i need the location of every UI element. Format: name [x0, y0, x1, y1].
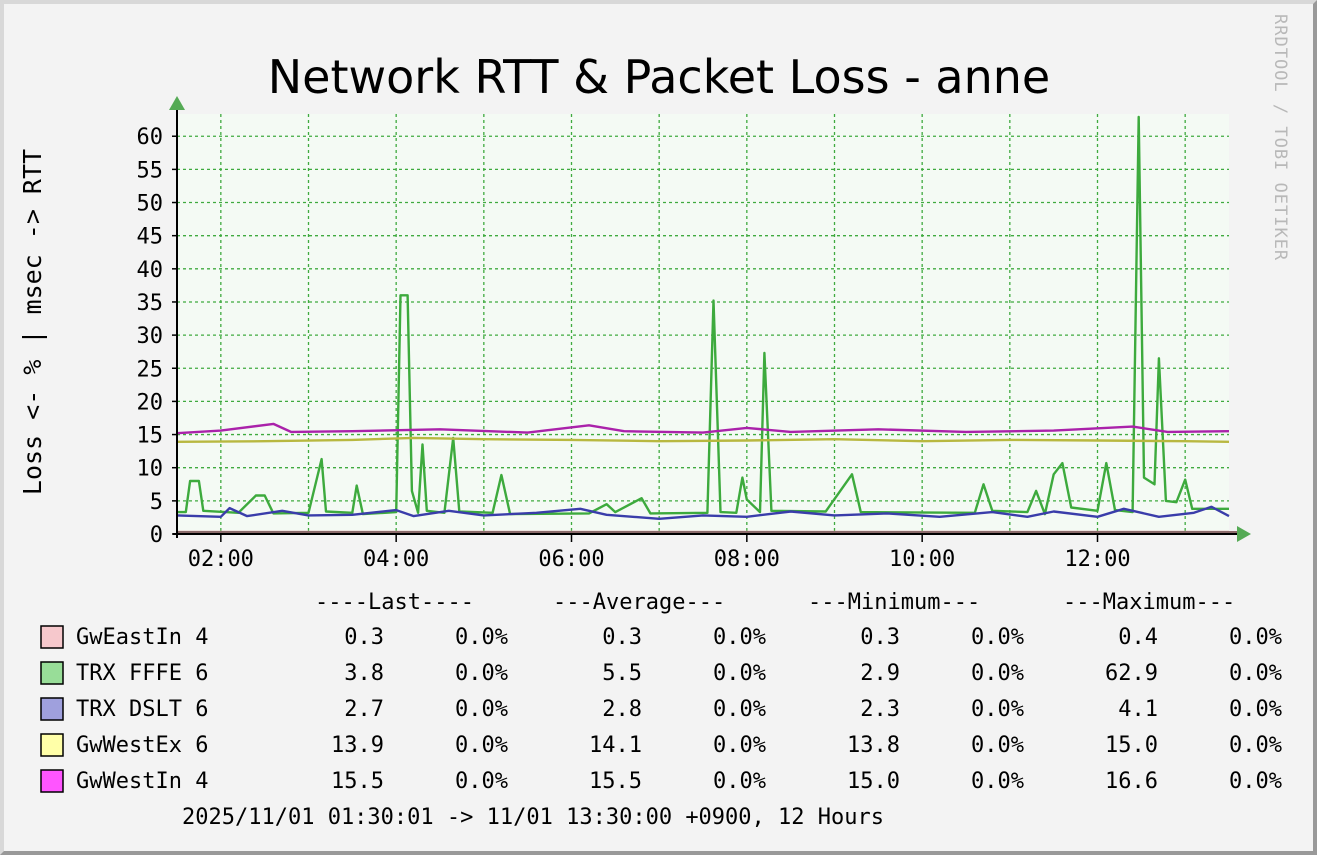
rtt-chart: Network RTT & Packet Loss - anne RRDTOOL… — [18, 14, 1290, 830]
series-line — [176, 436, 1230, 443]
legend-value: 15.0 — [1105, 733, 1158, 758]
legend-value: 14.1 — [589, 733, 642, 758]
legend-value: 3.8 — [344, 661, 384, 686]
legend-series-name: GwWestEx 6 — [76, 733, 208, 758]
chart-title: Network RTT & Packet Loss - anne — [268, 50, 1050, 104]
y-tick-label: 15 — [137, 424, 164, 449]
legend-swatch — [40, 769, 64, 793]
legend-series-name: GwWestIn 4 — [76, 769, 208, 794]
legend-swatch — [40, 697, 64, 721]
x-tick-label: 02:00 — [188, 547, 254, 572]
legend-value: 0.0% — [713, 661, 766, 686]
grid-lines — [177, 114, 1229, 534]
legend-header: ---Minimum--- — [808, 590, 980, 615]
legend-value: 0.0% — [1229, 661, 1282, 686]
legend-value: 4.1 — [1118, 697, 1158, 722]
series-line — [176, 505, 1230, 520]
plot-area — [177, 114, 1229, 534]
legend-value: 0.0% — [455, 697, 508, 722]
y-tick-label: 25 — [137, 357, 164, 382]
legend-value: 0.3 — [860, 625, 900, 650]
legend-value: 2.3 — [860, 697, 900, 722]
x-tick-label: 06:00 — [538, 547, 604, 572]
y-tick-label: 20 — [137, 390, 164, 415]
legend-value: 2.9 — [860, 661, 900, 686]
legend-value: 0.0% — [1229, 769, 1282, 794]
legend-header: ----Last---- — [315, 590, 474, 615]
y-tick-label: 0 — [150, 523, 163, 548]
legend-value: 0.4 — [1118, 625, 1158, 650]
y-axis-label: Loss <- % | msec -> RTT — [18, 149, 47, 495]
legend-value: 0.0% — [455, 625, 508, 650]
legend-value: 15.5 — [331, 769, 384, 794]
y-tick-label: 55 — [137, 158, 164, 183]
x-tick-label: 08:00 — [714, 547, 780, 572]
legend-value: 0.0% — [713, 697, 766, 722]
y-tick-label: 30 — [137, 324, 164, 349]
legend-value: 0.0% — [1229, 697, 1282, 722]
legend-swatch — [40, 661, 64, 685]
legend-value: 2.7 — [344, 697, 384, 722]
y-tick-label: 5 — [150, 490, 163, 515]
watermark-text: RRDTOOL / TOBI OETIKER — [1270, 14, 1290, 261]
y-tick-label: 60 — [137, 125, 164, 150]
legend-value: 0.0% — [713, 769, 766, 794]
y-tick-label: 50 — [137, 192, 164, 217]
legend-value: 13.8 — [847, 733, 900, 758]
legend-value: 0.0% — [1229, 733, 1282, 758]
legend-value: 0.0% — [455, 661, 508, 686]
legend-header: ---Maximum--- — [1063, 590, 1235, 615]
legend-value: 0.0% — [1229, 625, 1282, 650]
y-tick-label: 35 — [137, 291, 164, 316]
legend-value: 0.0% — [455, 733, 508, 758]
legend-series-name: GwEastIn 4 — [76, 625, 208, 650]
legend-series-name: TRX FFFE 6 — [76, 661, 208, 686]
legend-value: 16.6 — [1105, 769, 1158, 794]
legend-value: 0.0% — [971, 697, 1024, 722]
legend-value: 15.0 — [847, 769, 900, 794]
y-tick-label: 10 — [137, 457, 164, 482]
legend-value: 0.0% — [971, 769, 1024, 794]
legend-table: ----Last---- ---Average--- ---Minimum--- --… — [40, 590, 1282, 794]
legend-swatch — [40, 625, 64, 649]
legend-header: ---Average--- — [553, 590, 725, 615]
x-axis-arrow — [1237, 526, 1251, 542]
legend-value: 0.0% — [971, 625, 1024, 650]
x-tick-label: 12:00 — [1064, 547, 1130, 572]
legend-value: 5.5 — [602, 661, 642, 686]
legend-value: 62.9 — [1105, 661, 1158, 686]
time-range-footer: 2025/11/01 01:30:01 -> 11/01 13:30:00 +0… — [182, 805, 884, 830]
legend-value: 0.3 — [344, 625, 384, 650]
legend-value: 0.0% — [971, 661, 1024, 686]
legend-value: 0.0% — [713, 625, 766, 650]
legend-value: 0.0% — [455, 769, 508, 794]
tick-labels: 0 5 10 15 20 25 30 35 40 45 50 55 60 02:00 04:00 06:00 0… — [137, 125, 1131, 572]
legend-swatch — [40, 733, 64, 757]
y-tick-label: 45 — [137, 225, 164, 250]
legend-value: 0.0% — [713, 733, 766, 758]
axes — [169, 96, 1251, 542]
legend-value: 0.3 — [602, 625, 642, 650]
x-tick-label: 10:00 — [889, 547, 955, 572]
legend-value: 15.5 — [589, 769, 642, 794]
series-line — [177, 115, 1229, 516]
legend-value: 0.0% — [971, 733, 1024, 758]
legend-series-name: TRX DSLT 6 — [76, 697, 208, 722]
legend-value: 13.9 — [331, 733, 384, 758]
series-line — [176, 422, 1230, 435]
y-axis-arrow — [169, 96, 185, 110]
y-tick-label: 40 — [137, 258, 164, 283]
legend-value: 2.8 — [602, 697, 642, 722]
x-tick-label: 04:00 — [363, 547, 429, 572]
